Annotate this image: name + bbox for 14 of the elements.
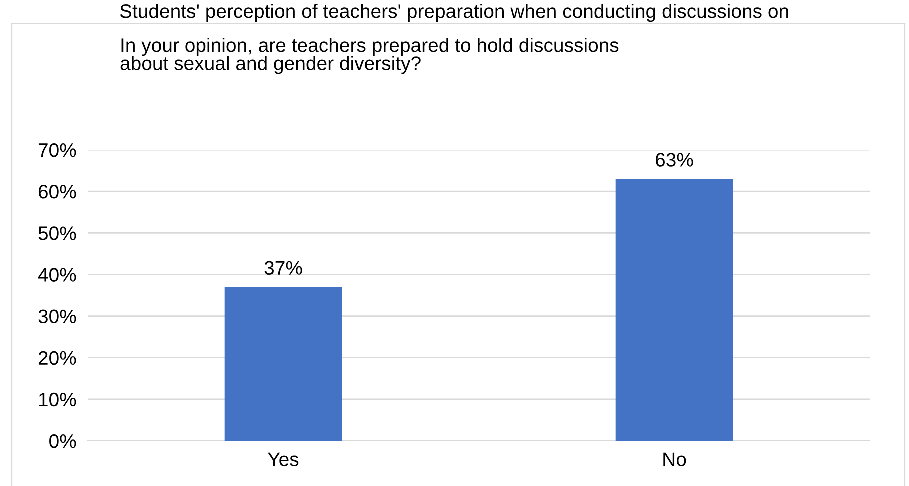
x-tick-label: No xyxy=(664,452,686,466)
data-label: 37% xyxy=(264,261,302,276)
chart-title: Students' perception of teachers' preparation when conducting discussions on xyxy=(120,4,788,22)
data-label: 63% xyxy=(656,153,694,167)
y-tick-label: 40% xyxy=(38,268,76,282)
y-tick-label: 10% xyxy=(39,392,76,407)
y-tick-label: 20% xyxy=(38,351,76,366)
chart-subtitle: In your opinion, are teachers prepared to hold discussions about sexual and gender diversity? xyxy=(120,38,619,74)
y-tick-label: 70% xyxy=(38,143,76,158)
y-tick-label: 30% xyxy=(38,310,76,324)
y-tick-label: 0% xyxy=(50,434,76,448)
x-tick-label: Yes xyxy=(268,452,299,466)
y-tick-label: 60% xyxy=(38,185,76,199)
y-tick-label: 50% xyxy=(38,226,76,240)
